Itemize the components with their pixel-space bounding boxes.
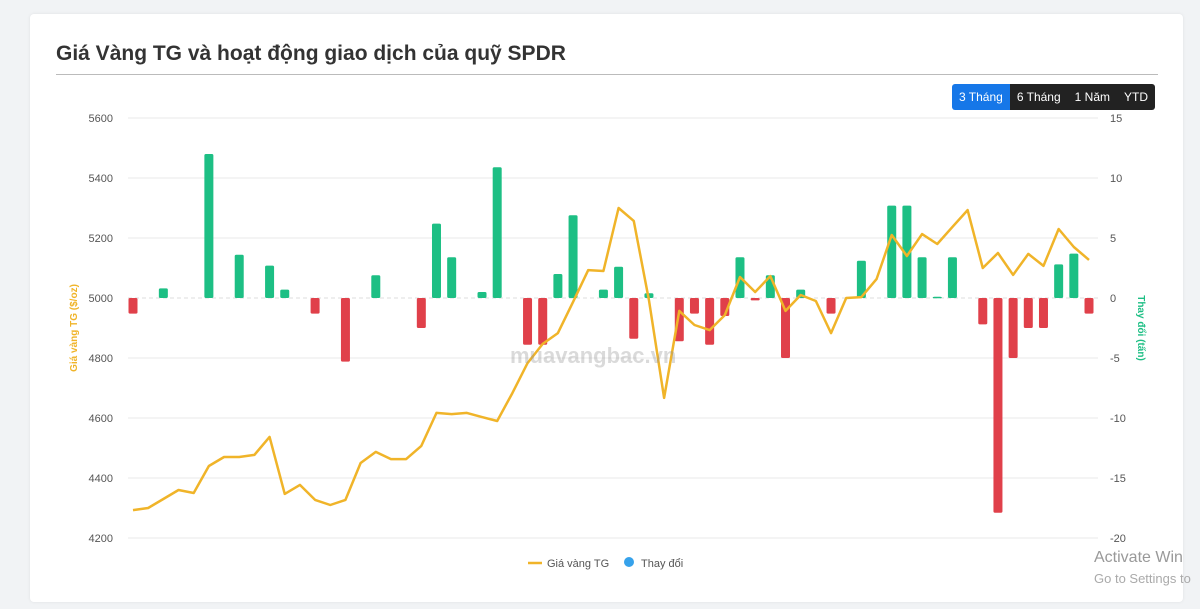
- range-selector: 3 Tháng 6 Tháng 1 Năm YTD: [952, 84, 1155, 110]
- chart-card: Giá Vàng TG và hoạt động giao dịch của q…: [30, 14, 1183, 602]
- bar: [128, 298, 138, 314]
- bar: [826, 298, 836, 314]
- bar: [265, 265, 275, 298]
- bar: [598, 289, 608, 298]
- bar: [978, 298, 988, 325]
- bar: [553, 274, 563, 298]
- bar: [902, 205, 912, 298]
- bar: [887, 205, 897, 298]
- y-tick-right: 15: [1110, 113, 1122, 125]
- y-tick-right: -20: [1110, 533, 1126, 545]
- bar: [477, 292, 487, 298]
- range-3-months-button[interactable]: 3 Tháng: [952, 84, 1010, 110]
- activate-windows-text: Activate Win: [1094, 549, 1183, 566]
- legend-dot-swatch: [624, 557, 634, 567]
- price-line: [132, 206, 1090, 512]
- bar: [1023, 298, 1033, 328]
- bar: [234, 254, 244, 298]
- legend-label-price: Giá vàng TG: [547, 558, 609, 570]
- bar: [371, 275, 381, 298]
- bar: [416, 298, 426, 328]
- bar: [1038, 298, 1048, 328]
- bar: [614, 266, 624, 298]
- y-tick-right: -15: [1110, 473, 1126, 485]
- bar: [856, 260, 866, 298]
- y-tick-right: 0: [1110, 293, 1116, 305]
- bar: [204, 154, 214, 298]
- bar: [280, 289, 290, 298]
- bar: [932, 296, 942, 299]
- y-tick-left: 5000: [89, 293, 113, 305]
- title-divider: [56, 74, 1158, 75]
- y-axis-label-right: Thay đổi (tấn): [1135, 295, 1147, 361]
- y-tick-left: 4200: [89, 533, 113, 545]
- y-tick-left: 5400: [89, 173, 113, 185]
- bar: [781, 298, 791, 358]
- bar: [447, 257, 457, 298]
- y-tick-right: -5: [1110, 353, 1120, 365]
- chart-title: Giá Vàng TG và hoạt động giao dịch của q…: [56, 42, 566, 65]
- bar: [1069, 253, 1079, 298]
- bar: [947, 257, 957, 298]
- activate-windows-subtext: Go to Settings to: [1094, 571, 1191, 586]
- range-ytd-button[interactable]: YTD: [1117, 84, 1155, 110]
- bar: [538, 298, 548, 345]
- y-tick-right: 10: [1110, 173, 1122, 185]
- bar: [1084, 298, 1094, 314]
- bar: [340, 298, 350, 362]
- y-tick-left: 5200: [89, 233, 113, 245]
- bar: [689, 298, 699, 314]
- y-axis-label-left: Giá vàng TG ($/oz): [69, 284, 80, 372]
- watermark: muavangbac.vn: [510, 343, 677, 368]
- range-6-months-button[interactable]: 6 Tháng: [1009, 84, 1068, 110]
- y-tick-left: 5600: [89, 113, 113, 125]
- bar: [629, 298, 639, 339]
- bar: [1054, 264, 1064, 298]
- bar: [310, 298, 320, 314]
- range-1-year-button[interactable]: 1 Năm: [1067, 84, 1117, 110]
- legend-label-change: Thay đổi: [641, 558, 683, 570]
- y-tick-right: 5: [1110, 233, 1116, 245]
- bar: [917, 257, 927, 298]
- y-tick-right: -10: [1110, 413, 1126, 425]
- y-tick-left: 4400: [89, 473, 113, 485]
- y-tick-left: 4600: [89, 413, 113, 425]
- bar: [431, 223, 441, 298]
- y-tick-left: 4800: [89, 353, 113, 365]
- bar: [750, 298, 760, 301]
- bar: [568, 215, 578, 298]
- bar: [158, 288, 168, 298]
- bar: [523, 298, 533, 345]
- bar: [492, 167, 502, 298]
- bar: [993, 298, 1003, 513]
- bar: [705, 298, 715, 345]
- bar: [1008, 298, 1018, 358]
